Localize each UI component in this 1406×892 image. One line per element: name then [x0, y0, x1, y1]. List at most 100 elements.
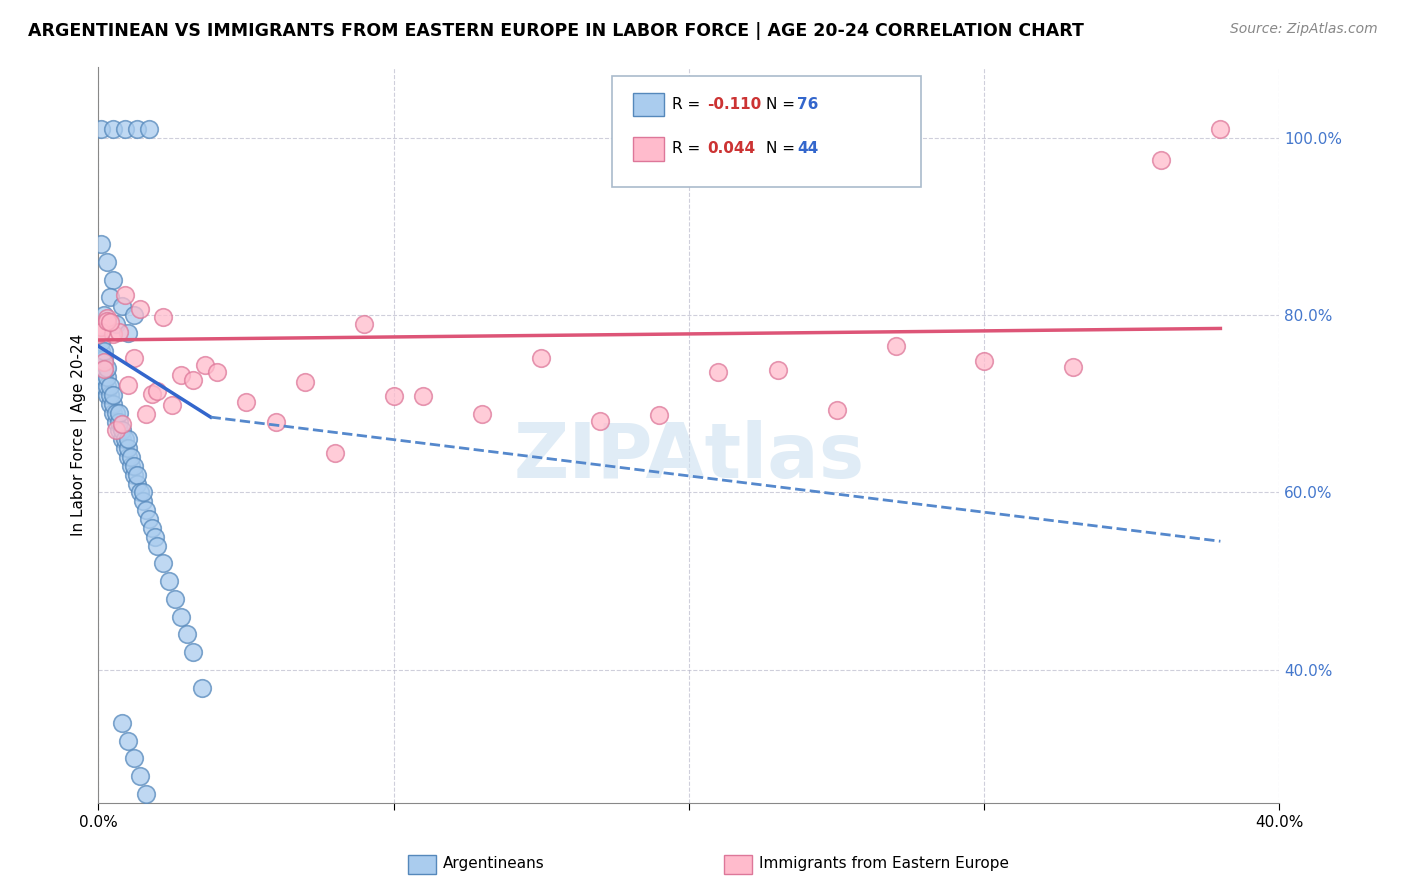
- Text: N =: N =: [766, 142, 800, 156]
- Text: 76: 76: [797, 97, 818, 112]
- Point: [114, 432, 136, 446]
- Point: [114, 122, 136, 136]
- Point: [294, 376, 316, 390]
- Point: [125, 122, 148, 136]
- Text: R =: R =: [672, 142, 706, 156]
- Point: [884, 339, 907, 353]
- Point: [1062, 360, 1084, 375]
- Text: -0.110: -0.110: [707, 97, 762, 112]
- Y-axis label: In Labor Force | Age 20-24: In Labor Force | Age 20-24: [72, 334, 87, 536]
- Text: Argentineans: Argentineans: [443, 856, 544, 871]
- Point: [181, 373, 204, 387]
- Point: [353, 317, 375, 331]
- Point: [111, 716, 134, 731]
- Point: [98, 388, 121, 402]
- Point: [87, 326, 110, 341]
- Point: [128, 302, 150, 317]
- Point: [165, 591, 187, 606]
- Point: [128, 769, 150, 783]
- Point: [135, 503, 157, 517]
- Point: [135, 787, 157, 801]
- Point: [93, 362, 115, 376]
- Point: [132, 494, 155, 508]
- Point: [98, 315, 121, 329]
- Point: [181, 645, 204, 659]
- Point: [90, 334, 112, 349]
- Point: [146, 384, 169, 398]
- Point: [96, 388, 118, 402]
- Point: [103, 327, 125, 342]
- Point: [120, 458, 142, 473]
- Point: [93, 352, 115, 367]
- Point: [138, 512, 160, 526]
- Point: [117, 450, 139, 464]
- Point: [135, 408, 157, 422]
- Point: [105, 423, 128, 437]
- Point: [96, 255, 118, 269]
- Point: [205, 365, 228, 379]
- Point: [122, 351, 145, 365]
- Point: [125, 476, 148, 491]
- Point: [103, 397, 125, 411]
- Point: [96, 311, 118, 326]
- Point: [98, 290, 121, 304]
- Point: [111, 417, 134, 432]
- Point: [589, 413, 612, 427]
- Point: [707, 365, 730, 379]
- Text: N =: N =: [766, 97, 800, 112]
- Point: [105, 406, 128, 420]
- Point: [93, 343, 115, 358]
- Text: ZIPAtlas: ZIPAtlas: [513, 420, 865, 494]
- Point: [825, 402, 848, 417]
- Text: R =: R =: [672, 97, 706, 112]
- Text: 0.044: 0.044: [707, 142, 755, 156]
- Point: [103, 122, 125, 136]
- Point: [264, 415, 287, 429]
- Point: [1209, 122, 1232, 136]
- Point: [162, 398, 183, 412]
- Point: [146, 539, 169, 553]
- Point: [120, 450, 142, 464]
- Point: [117, 432, 139, 446]
- Point: [111, 432, 134, 446]
- Point: [152, 310, 174, 324]
- Point: [117, 378, 139, 392]
- Point: [105, 317, 128, 331]
- Point: [170, 368, 193, 382]
- Point: [323, 446, 346, 460]
- Point: [122, 751, 145, 765]
- Point: [122, 308, 145, 322]
- Point: [93, 308, 115, 322]
- Point: [176, 627, 198, 641]
- Point: [141, 521, 163, 535]
- Point: [530, 351, 553, 365]
- Point: [152, 557, 174, 571]
- Point: [90, 320, 112, 334]
- Point: [194, 358, 217, 372]
- Point: [114, 288, 136, 302]
- Point: [117, 441, 139, 455]
- Point: [132, 485, 155, 500]
- Point: [90, 370, 112, 384]
- Text: ARGENTINEAN VS IMMIGRANTS FROM EASTERN EUROPE IN LABOR FORCE | AGE 20-24 CORRELA: ARGENTINEAN VS IMMIGRANTS FROM EASTERN E…: [28, 22, 1084, 40]
- Point: [125, 467, 148, 482]
- Point: [103, 388, 125, 402]
- Text: Immigrants from Eastern Europe: Immigrants from Eastern Europe: [759, 856, 1010, 871]
- Point: [93, 361, 115, 376]
- Point: [108, 424, 131, 438]
- Point: [93, 370, 115, 384]
- Point: [141, 387, 163, 401]
- Point: [117, 733, 139, 747]
- Point: [138, 122, 160, 136]
- Point: [111, 299, 134, 313]
- Point: [108, 325, 131, 339]
- Point: [96, 370, 118, 384]
- Point: [235, 395, 257, 409]
- Point: [170, 609, 193, 624]
- Point: [191, 681, 214, 695]
- Point: [122, 467, 145, 482]
- Text: Source: ZipAtlas.com: Source: ZipAtlas.com: [1230, 22, 1378, 37]
- Point: [412, 389, 434, 403]
- Point: [143, 530, 166, 544]
- Point: [648, 408, 671, 422]
